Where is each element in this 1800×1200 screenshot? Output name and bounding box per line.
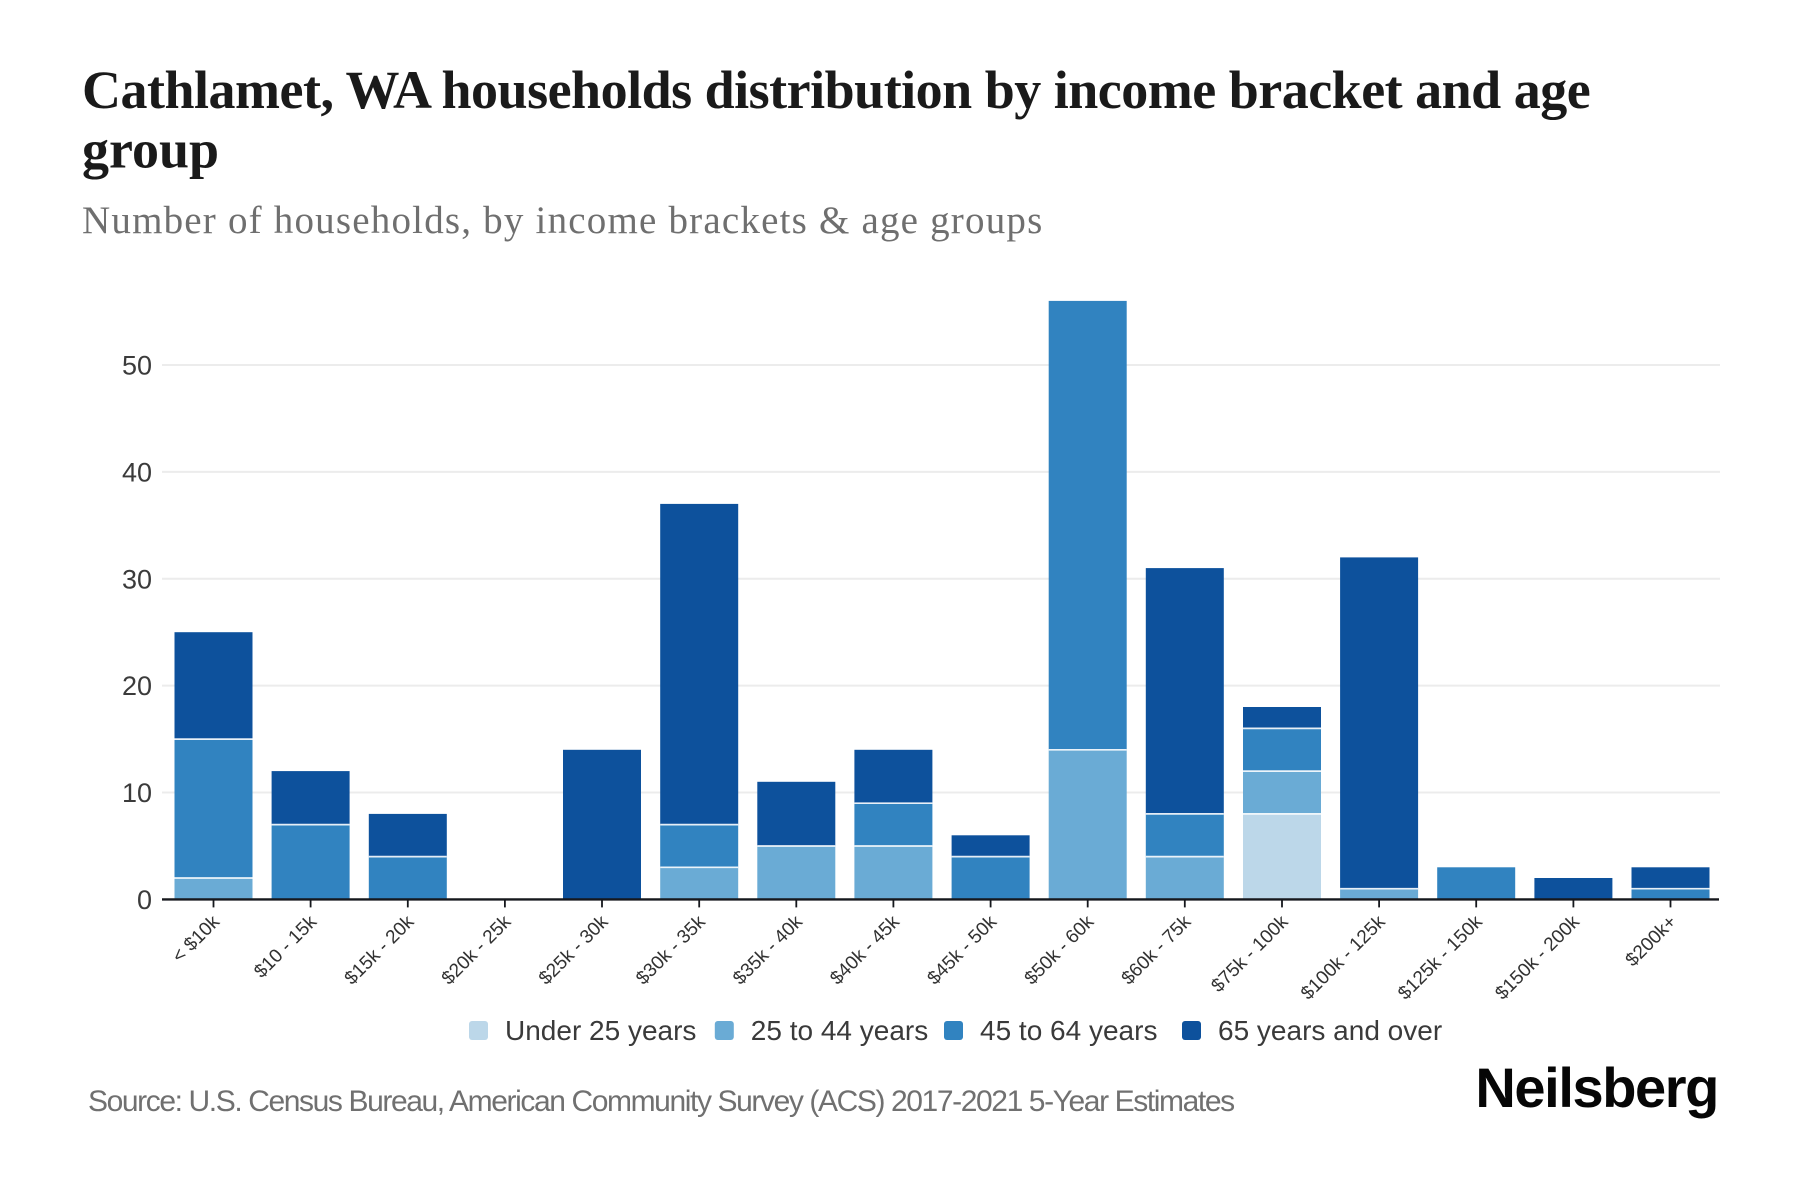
svg-text:50: 50 xyxy=(122,351,152,381)
svg-text:65 years and over: 65 years and over xyxy=(1218,1015,1442,1046)
svg-text:Cathlamet, WA households distr: Cathlamet, WA households distribution by… xyxy=(82,60,1590,120)
svg-text:group: group xyxy=(82,120,219,180)
svg-text:0: 0 xyxy=(137,885,152,915)
svg-text:40: 40 xyxy=(122,457,152,487)
svg-text:30: 30 xyxy=(122,564,152,594)
svg-text:20: 20 xyxy=(122,671,152,701)
svg-text:Source: U.S. Census Bureau, Am: Source: U.S. Census Bureau, American Com… xyxy=(88,1085,1234,1118)
svg-text:25 to 44 years: 25 to 44 years xyxy=(751,1015,928,1046)
svg-text:45 to 64 years: 45 to 64 years xyxy=(980,1015,1157,1046)
svg-text:Under 25 years: Under 25 years xyxy=(505,1015,696,1046)
svg-text:Neilsberg: Neilsberg xyxy=(1475,1056,1718,1119)
svg-text:Number of households, by incom: Number of households, by income brackets… xyxy=(82,199,1043,242)
svg-text:10: 10 xyxy=(122,778,152,808)
